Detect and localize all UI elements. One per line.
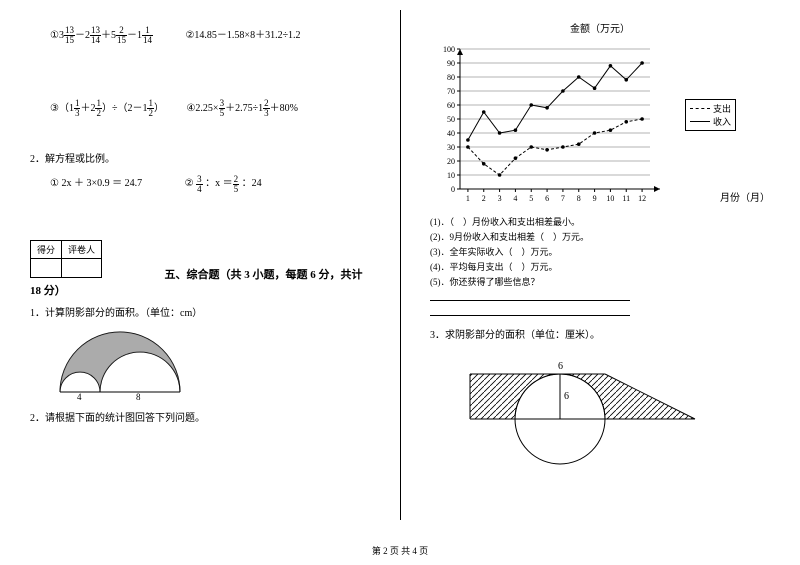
x-axis-label: 月份（月） <box>720 189 770 204</box>
svg-text:40: 40 <box>447 129 455 138</box>
svg-text:2: 2 <box>482 194 486 203</box>
sub-q5: (5)．你还获得了哪些信息？ <box>430 275 770 288</box>
arc-label-4: 4 <box>77 392 82 402</box>
svg-text:100: 100 <box>443 45 455 54</box>
expression-3: ③（113＋212）÷（2－112） <box>50 99 164 118</box>
svg-text:8: 8 <box>577 194 581 203</box>
equation-1: ① 2x ＋ 3×0.9 ＝ 24.7 <box>50 174 142 189</box>
legend-label: 支出 <box>713 102 731 115</box>
svg-text:10: 10 <box>606 194 614 203</box>
circle-figure: 6 6 <box>460 344 720 474</box>
svg-text:7: 7 <box>561 194 565 203</box>
legend-label: 收入 <box>713 115 731 128</box>
expression-2: ②14.85－1.58×8＋31.2÷1.2 <box>185 26 300 41</box>
answer-blank <box>430 290 630 301</box>
chart-legend: 支出 收入 <box>685 99 736 131</box>
svg-text:11: 11 <box>622 194 630 203</box>
page-footer: 第 2 页 共 4 页 <box>0 544 800 557</box>
answer-blank <box>430 305 630 316</box>
svg-text:4: 4 <box>513 194 517 203</box>
right-column: 金额（万元） 010203040506070809010012345678910… <box>400 0 800 540</box>
q2-text: 2．请根据下面的统计图回答下列问题。 <box>30 409 370 424</box>
svg-text:60: 60 <box>447 101 455 110</box>
svg-text:0: 0 <box>451 185 455 194</box>
svg-text:5: 5 <box>529 194 533 203</box>
sub-q2: (2)．9月份收入和支出相差（ ）万元。 <box>430 230 770 243</box>
svg-text:9: 9 <box>593 194 597 203</box>
svg-text:20: 20 <box>447 157 455 166</box>
sub-q3: (3)．全年实际收入（ ）万元。 <box>430 245 770 258</box>
column-divider <box>400 10 401 520</box>
expression-1: ①31315－21314＋5215－1114 <box>50 26 153 45</box>
score-box: 得分评卷人 <box>30 240 102 278</box>
sub-q4: (4)．平均每月支出（ ）万元。 <box>430 260 770 273</box>
svg-text:1: 1 <box>466 194 470 203</box>
legend-dash-icon <box>690 108 710 109</box>
svg-text:10: 10 <box>447 171 455 180</box>
q2-title: 2．解方程或比例。 <box>30 150 370 165</box>
q1-text: 1．计算阴影部分的面积。（单位：cm） <box>30 304 370 319</box>
chart-title: 金额（万元） <box>430 20 770 35</box>
svg-text:70: 70 <box>447 87 455 96</box>
score-cell: 得分 <box>31 240 62 258</box>
equation-2: ② 34 ：x ＝25 ：24 <box>185 174 262 193</box>
fig-label-top: 6 <box>558 361 563 372</box>
expression-4: ④2.25×35＋2.75÷123＋80% <box>186 99 297 118</box>
svg-text:50: 50 <box>447 115 455 124</box>
svg-text:90: 90 <box>447 59 455 68</box>
legend-line-icon <box>690 121 710 122</box>
fig-label-r: 6 <box>564 391 569 402</box>
line-chart: 0102030405060708090100123456789101112 <box>430 39 680 204</box>
left-column: ①31315－21314＋5215－1114 ②14.85－1.58×8＋31.… <box>0 0 400 540</box>
svg-text:6: 6 <box>545 194 549 203</box>
txt: ①3 <box>50 30 64 41</box>
q3-title: 3．求阴影部分的面积（单位：厘米）。 <box>430 326 770 341</box>
svg-text:3: 3 <box>498 194 502 203</box>
arc-figure: 4 8 <box>50 322 220 402</box>
grader-cell: 评卷人 <box>62 240 102 258</box>
sub-q1: (1)．（ ）月份收入和支出相差最小。 <box>430 215 770 228</box>
svg-text:30: 30 <box>447 143 455 152</box>
svg-text:12: 12 <box>638 194 646 203</box>
arc-label-8: 8 <box>136 392 141 402</box>
svg-text:80: 80 <box>447 73 455 82</box>
